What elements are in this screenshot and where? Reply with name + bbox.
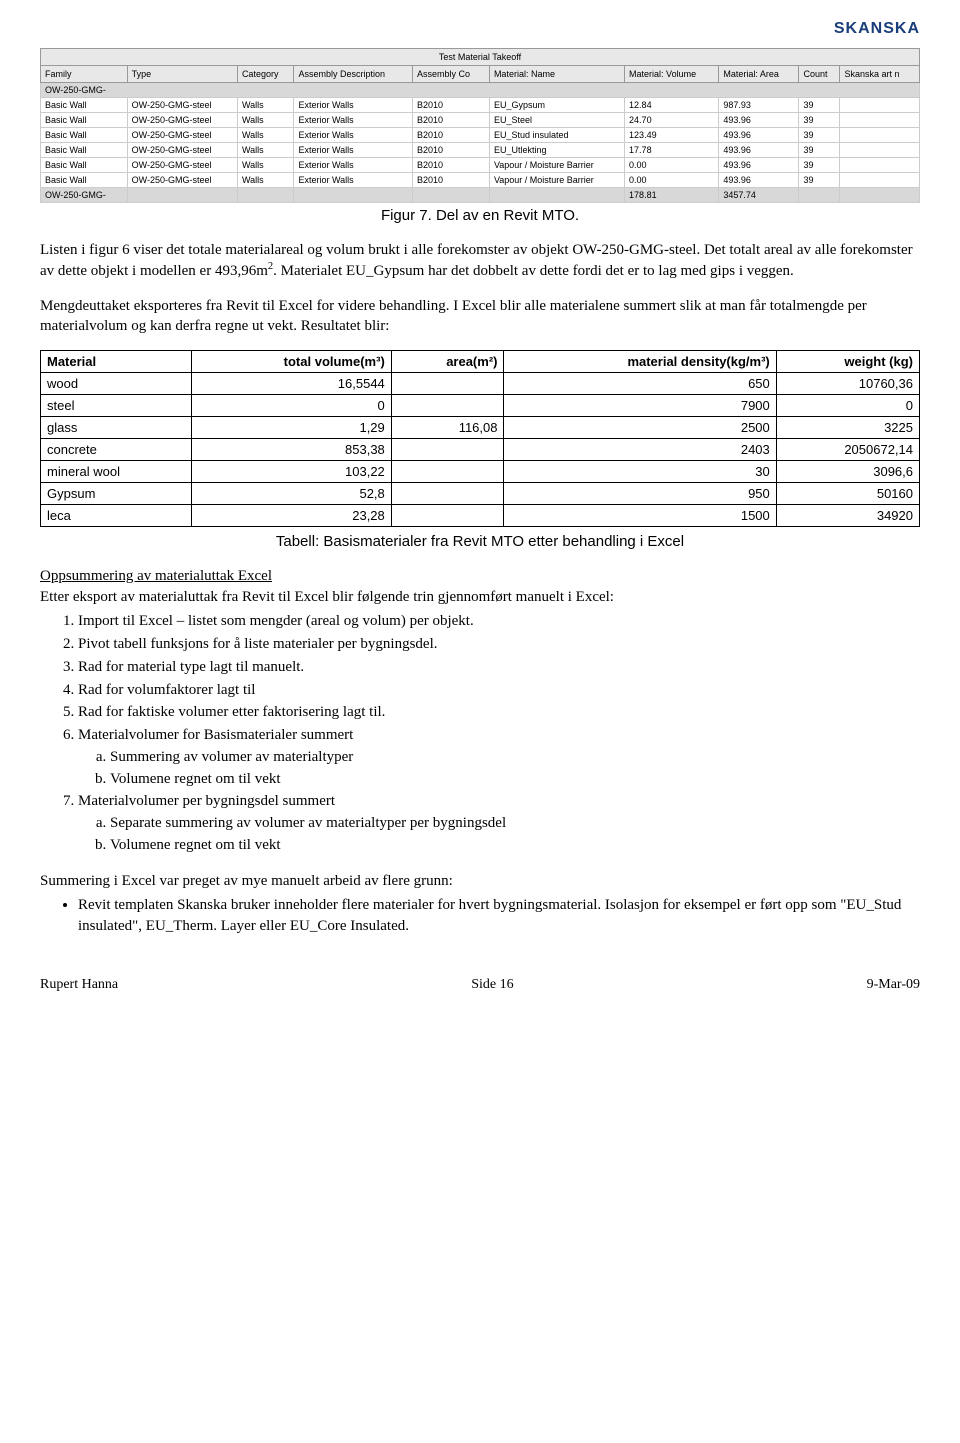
paragraph-2: Mengdeuttaket eksporteres fra Revit til … — [40, 296, 920, 337]
col-skanska-art: Skanska art n — [840, 66, 920, 83]
table-group-row: OW-250-GMG- — [41, 83, 920, 98]
revit-table-header-row: Family Type Category Assembly Descriptio… — [41, 66, 920, 83]
table-row: Basic WallOW-250-GMG-steelWallsExterior … — [41, 173, 920, 188]
para1-tail: . Materialet EU_Gypsum har det dobbelt a… — [273, 263, 794, 279]
table-row: steel079000 — [41, 395, 920, 417]
mth-weight: weight (kg) — [776, 351, 919, 373]
table-row: wood16,554465010760,36 — [41, 373, 920, 395]
paragraph-3: Etter eksport av materialuttak fra Revit… — [40, 587, 920, 607]
bullet-list: Revit templaten Skanska bruker inneholde… — [78, 895, 920, 937]
table-row: Basic WallOW-250-GMG-steelWallsExterior … — [41, 143, 920, 158]
revit-table-title: Test Material Takeoff — [41, 49, 920, 66]
revit-takeoff-table: Test Material Takeoff Family Type Catego… — [40, 48, 920, 203]
list-item-text: Materialvolumer for Basismaterialer summ… — [78, 727, 353, 743]
sub-list-item: Summering av volumer av materialtyper — [110, 747, 920, 769]
table-row: concrete853,3824032050672,14 — [41, 439, 920, 461]
footer-page: Side 16 — [471, 977, 513, 993]
mth-volume: total volume(m³) — [191, 351, 391, 373]
material-summary-table: Material total volume(m³) area(m²) mater… — [40, 350, 920, 527]
mth-density: material density(kg/m³) — [504, 351, 776, 373]
col-type: Type — [127, 66, 237, 83]
list-item: Materialvolumer for Basismaterialer summ… — [78, 725, 920, 790]
steps-list: Import til Excel – listet som mengder (a… — [78, 611, 920, 856]
list-item: Import til Excel – listet som mengder (a… — [78, 611, 920, 633]
list-item: Rad for volumfaktorer lagt til — [78, 680, 920, 702]
sub-list-7: Separate summering av volumer av materia… — [110, 813, 920, 857]
table-row: Basic WallOW-250-GMG-steelWallsExterior … — [41, 98, 920, 113]
col-material-name: Material: Name — [489, 66, 624, 83]
col-material-volume: Material: Volume — [625, 66, 719, 83]
table-row: Basic WallOW-250-GMG-steelWallsExterior … — [41, 113, 920, 128]
table-summary-row: OW-250-GMG-178.813457.74 — [41, 188, 920, 203]
list-item: Materialvolumer per bygningsdel summert … — [78, 791, 920, 856]
footer-date: 9-Mar-09 — [867, 977, 920, 993]
table-caption: Tabell: Basismaterialer fra Revit MTO et… — [40, 533, 920, 550]
col-count: Count — [799, 66, 840, 83]
bullet-item: Revit templaten Skanska bruker inneholde… — [78, 895, 920, 937]
table-row: Basic WallOW-250-GMG-steelWallsExterior … — [41, 128, 920, 143]
table-row: glass1,29116,0825003225 — [41, 417, 920, 439]
paragraph-4: Summering i Excel var preget av mye manu… — [40, 871, 920, 891]
mth-material: Material — [41, 351, 192, 373]
sub-list-6: Summering av volumer av materialtyper Vo… — [110, 747, 920, 791]
material-table-header: Material total volume(m³) area(m²) mater… — [41, 351, 920, 373]
col-assembly-co: Assembly Co — [412, 66, 489, 83]
brand-logo: SKANSKA — [40, 20, 920, 38]
list-item: Rad for material type lagt til manuelt. — [78, 657, 920, 679]
figure-caption: Figur 7. Del av en Revit MTO. — [40, 207, 920, 224]
sub-list-item: Separate summering av volumer av materia… — [110, 813, 920, 835]
mth-area: area(m²) — [391, 351, 504, 373]
footer-author: Rupert Hanna — [40, 977, 118, 993]
list-item: Rad for faktiske volumer etter faktorise… — [78, 702, 920, 724]
sub-list-item: Volumene regnet om til vekt — [110, 835, 920, 857]
table-row: mineral wool103,22303096,6 — [41, 461, 920, 483]
table-row: Basic WallOW-250-GMG-steelWallsExterior … — [41, 158, 920, 173]
col-assembly-desc: Assembly Description — [294, 66, 413, 83]
table-row: Gypsum52,895050160 — [41, 483, 920, 505]
page-footer: Rupert Hanna Side 16 9-Mar-09 — [40, 977, 920, 993]
col-material-area: Material: Area — [719, 66, 799, 83]
section-heading: Oppsummering av materialuttak Excel — [40, 568, 920, 585]
col-family: Family — [41, 66, 128, 83]
list-item-text: Materialvolumer per bygningsdel summert — [78, 793, 335, 809]
sub-list-item: Volumene regnet om til vekt — [110, 769, 920, 791]
list-item: Pivot tabell funksjons for å liste mater… — [78, 634, 920, 656]
table-row: leca23,28150034920 — [41, 505, 920, 527]
col-category: Category — [237, 66, 294, 83]
paragraph-1: Listen i figur 6 viser det totale materi… — [40, 240, 920, 282]
